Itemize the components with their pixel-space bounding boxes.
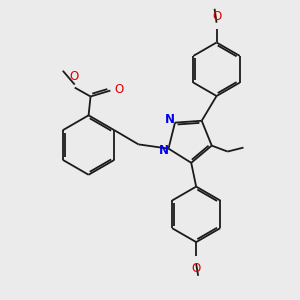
Text: O: O (114, 83, 124, 96)
Text: N: N (165, 113, 175, 126)
Text: O: O (191, 262, 201, 275)
Text: N: N (158, 144, 169, 157)
Text: O: O (69, 70, 78, 83)
Text: O: O (212, 10, 221, 23)
